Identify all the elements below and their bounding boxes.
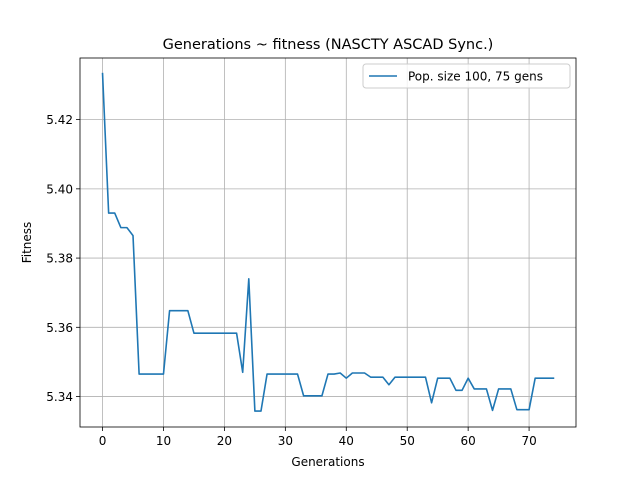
x-tick-label: 10 xyxy=(156,434,171,448)
y-tick-label: 5.36 xyxy=(46,321,73,335)
x-tick-label: 0 xyxy=(99,434,107,448)
y-axis-ticks: 5.34 5.36 5.38 5.40 5.42 xyxy=(46,113,80,404)
x-tick-label: 20 xyxy=(217,434,232,448)
gridlines xyxy=(80,58,576,427)
y-tick-label: 5.38 xyxy=(46,252,73,266)
legend-entry-label: Pop. size 100, 75 gens xyxy=(408,70,543,84)
plot-frame xyxy=(79,57,577,428)
x-tick-label: 60 xyxy=(461,434,476,448)
y-tick-label: 5.34 xyxy=(46,390,73,404)
series-line xyxy=(101,72,555,412)
chart-title: Generations ~ fitness (NASCTY ASCAD Sync… xyxy=(163,37,494,53)
y-tick-label: 5.40 xyxy=(46,182,73,196)
series-layer xyxy=(101,72,555,412)
x-tick-label: 50 xyxy=(400,434,415,448)
y-tick-label: 5.42 xyxy=(46,113,73,127)
x-tick-label: 30 xyxy=(278,434,293,448)
x-axis-label: Generations xyxy=(291,455,364,469)
x-axis-ticks: 0 10 20 30 40 50 60 70 xyxy=(99,427,537,448)
x-tick-label: 70 xyxy=(521,434,536,448)
x-tick-label: 40 xyxy=(339,434,354,448)
legend: Pop. size 100, 75 gens xyxy=(362,63,571,89)
y-axis-label: Fitness xyxy=(20,222,34,264)
legend-box xyxy=(362,63,571,89)
